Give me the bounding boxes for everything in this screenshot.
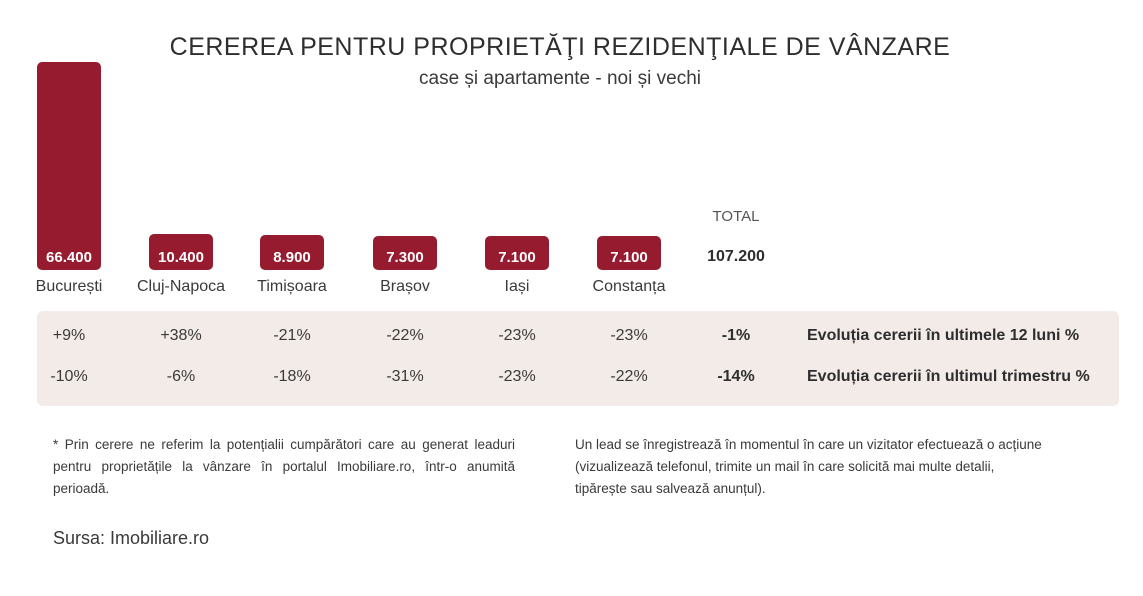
bar-value-label: 10.400 [158, 248, 204, 266]
bar-value-label: 7.300 [386, 248, 424, 266]
bar-4: 7.100 [485, 236, 549, 270]
bar-value-label: 66.400 [46, 249, 92, 266]
bar-value-label: 8.900 [273, 248, 311, 266]
table-cell: +9% [52, 327, 86, 344]
chart-subtitle: case și apartamente - noi și vechi [419, 68, 701, 89]
table-cell: -10% [50, 368, 88, 385]
table-cell: -23% [498, 327, 536, 344]
chart-title: CEREREA PENTRU PROPRIETĂŢI REZIDENŢIALE … [169, 33, 951, 61]
table-row-label: Evoluția cererii în ultimele 12 luni % [807, 327, 1080, 344]
table-total-cell: -1% [721, 327, 751, 344]
bar-chart: 66.400 10.400 8.900 7.300 7.100 7.100 [37, 62, 661, 270]
bar-value-label: 7.100 [610, 249, 648, 266]
category-label: Constanța [592, 278, 666, 295]
table-cell: +38% [160, 327, 202, 344]
table-cell: -22% [386, 327, 424, 344]
footnote-demand-definition: * Prin cerere ne referim la potențialii … [53, 437, 515, 496]
total-value: 107.200 [707, 248, 765, 265]
table-total-cell: -14% [717, 368, 755, 385]
bar-5: 7.100 [597, 236, 661, 270]
table-cell: -21% [273, 327, 311, 344]
category-label: Iași [504, 278, 530, 295]
category-label: Brașov [380, 278, 430, 295]
table-cell: -18% [273, 368, 311, 385]
footnote-lead-definition: Un lead se înregistrează în momentul în … [575, 437, 1042, 496]
table-cell: -23% [610, 327, 648, 344]
table-cell: -22% [610, 368, 648, 385]
source-credit: Sursa: Imobiliare.ro [53, 528, 210, 548]
bar-3: 7.300 [373, 235, 437, 270]
table-cell: -23% [498, 368, 536, 385]
bar-1: 10.400 [149, 234, 213, 270]
table-cell: -31% [386, 368, 424, 385]
table-cell: -6% [166, 368, 196, 385]
table-row-label: Evoluția cererii în ultimul trimestru % [807, 368, 1090, 385]
evolution-table-band [37, 311, 1119, 406]
category-label: Cluj-Napoca [136, 278, 226, 295]
total-label: TOTAL [712, 208, 760, 225]
category-label: București [35, 278, 103, 295]
bar-value-label: 7.100 [498, 249, 536, 266]
category-label: Timișoara [257, 278, 327, 295]
bar-0: 66.400 [37, 62, 101, 270]
bar-2: 8.900 [260, 234, 324, 270]
